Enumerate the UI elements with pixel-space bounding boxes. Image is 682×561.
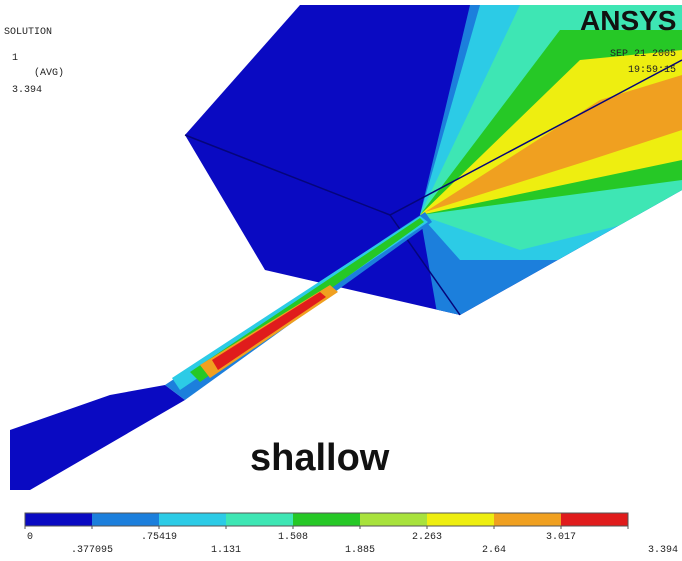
legend-label: 3.394 (648, 545, 678, 556)
legend-band (293, 513, 361, 526)
legend-band (25, 513, 93, 526)
solution-view: SOLUTION 1 (AVG) 3.394 ANSYS SEP 21 2005… (0, 0, 682, 561)
max-value: 3.394 (12, 85, 42, 96)
legend-label: 2.263 (412, 532, 442, 543)
legend-band (494, 513, 562, 526)
legend-band (226, 513, 294, 526)
legend-label: .75419 (141, 532, 177, 543)
caption: shallow (250, 437, 390, 479)
beam-band (212, 292, 326, 370)
legend-label: 1.131 (211, 545, 241, 556)
logo: ANSYS (580, 5, 676, 36)
legend-label: .377095 (71, 545, 113, 556)
legend-label: 0 (27, 532, 33, 543)
legend-label: 3.017 (546, 532, 576, 543)
avg: (AVG) (34, 67, 64, 79)
base-plate (10, 385, 185, 490)
legend-band (92, 513, 160, 526)
legend-band (561, 513, 629, 526)
legend-band (159, 513, 227, 526)
legend-band (360, 513, 428, 526)
legend-label: 1.885 (345, 545, 375, 556)
legend-label: 1.508 (278, 532, 308, 543)
legend-band (427, 513, 495, 526)
time: 19:59:15 (628, 65, 676, 76)
step: 1 (12, 53, 18, 64)
date: SEP 21 2005 (610, 49, 676, 60)
legend-label: 2.64 (482, 545, 506, 556)
color-legend: 0 .377095 .75419 1.131 1.508 1.885 2.263 2.64 3.… (25, 513, 678, 556)
solution-label: SOLUTION (4, 27, 52, 38)
